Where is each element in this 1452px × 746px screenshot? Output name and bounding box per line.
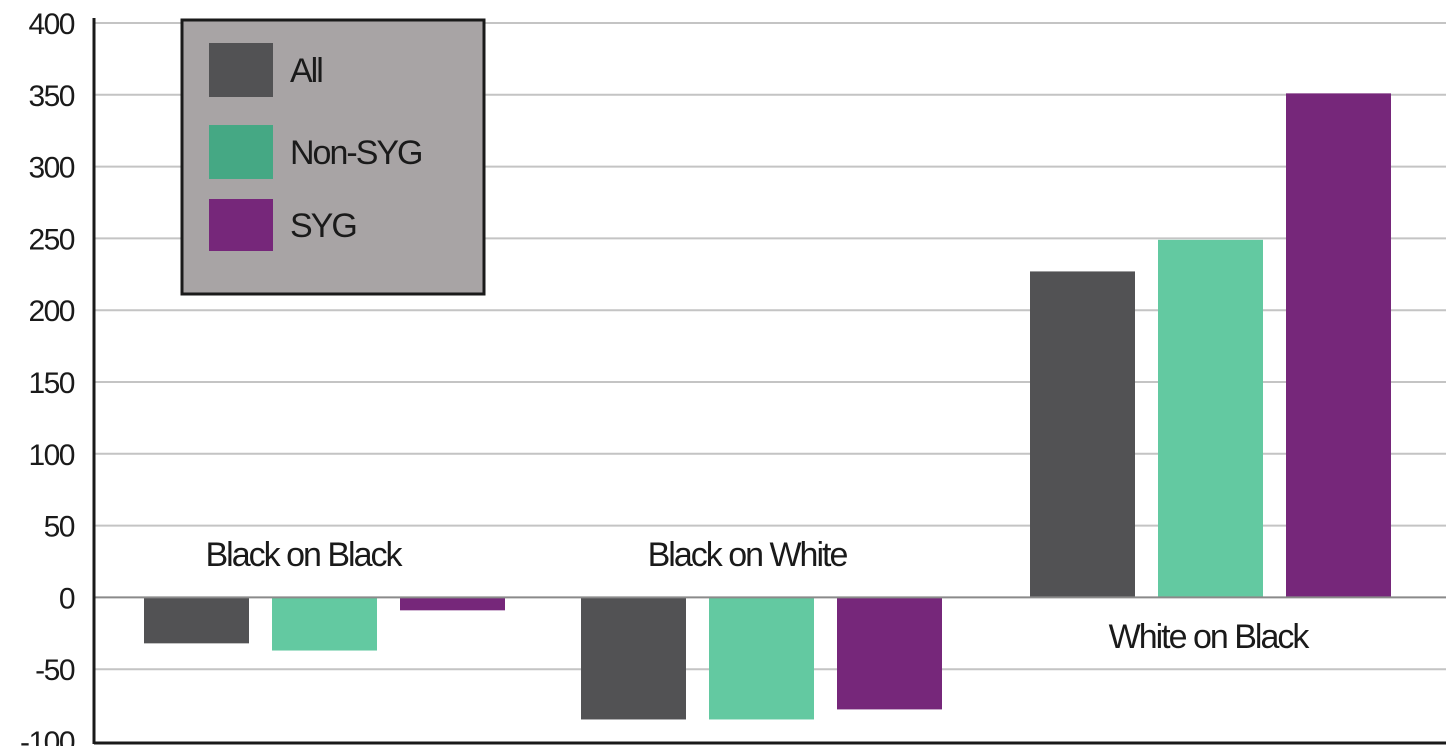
y-tick-label: 150 [28, 367, 74, 400]
legend-label: All [290, 52, 322, 90]
y-tick-label: 0 [59, 582, 75, 615]
legend: All Non-SYG SYG [180, 18, 486, 296]
bar [1158, 239, 1263, 598]
y-tick-label: 400 [28, 8, 74, 41]
legend-swatch [209, 125, 273, 179]
legend-label: SYG [290, 207, 356, 245]
y-tick-label: 300 [28, 152, 74, 185]
bar [581, 597, 686, 720]
bar [709, 597, 814, 720]
y-tick-label: -50 [35, 654, 75, 687]
bars [144, 93, 1391, 720]
bar [400, 597, 505, 611]
bar [1030, 271, 1135, 598]
y-tick-label: 50 [44, 511, 75, 544]
legend-swatch [209, 199, 273, 251]
category-label: Black on White [648, 536, 848, 574]
category-labels: Black on Black Black on White White on Bla… [206, 536, 1313, 656]
y-axis-ticks: 400 350 300 250 200 150 100 50 0 -50 -100 [20, 8, 76, 746]
bar [1286, 93, 1391, 598]
y-tick-label: 350 [28, 80, 74, 113]
legend-label: Non-SYG [290, 134, 422, 172]
category-label: White on Black [1109, 618, 1311, 656]
category-label: Black on Black [206, 536, 404, 574]
y-tick-label: -100 [20, 726, 75, 746]
legend-swatch [209, 43, 273, 97]
axes [92, 18, 1446, 745]
y-tick-label: 250 [28, 223, 74, 256]
y-tick-label: 200 [28, 295, 74, 328]
bar [837, 597, 942, 710]
bar [272, 597, 377, 651]
y-tick-label: 100 [28, 439, 74, 472]
bar [144, 597, 249, 644]
